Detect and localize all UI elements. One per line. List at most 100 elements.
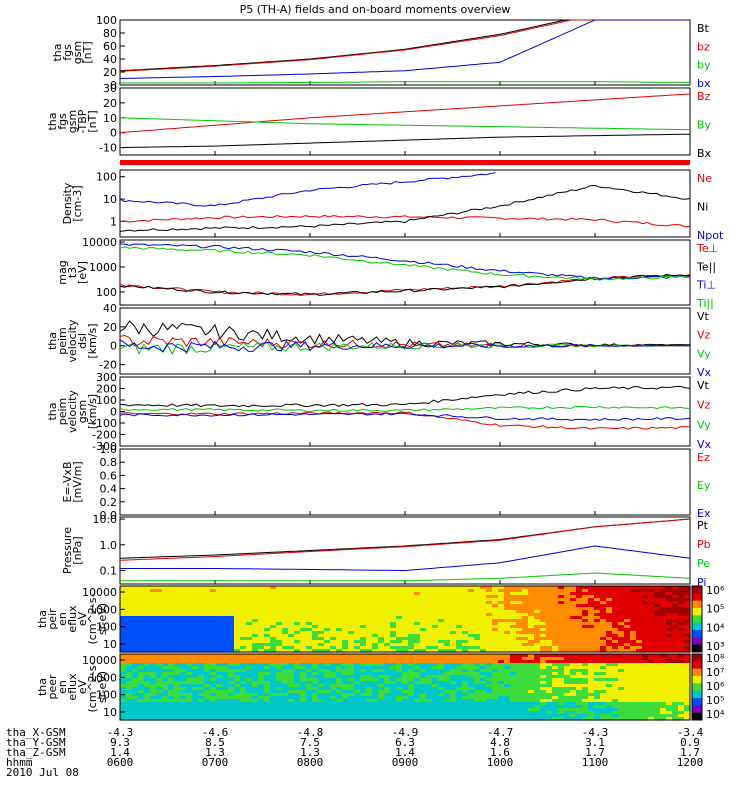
spectrogram-cell-ion_spectrogram: [300, 640, 307, 644]
spectrogram-cell-ion_spectrogram: [264, 640, 271, 644]
spectrogram-cell-electron_spectrogram: [174, 717, 181, 721]
spectrogram-cell-electron_spectrogram: [564, 678, 571, 682]
spectrogram-cell-electron_spectrogram: [642, 675, 649, 679]
spectrogram-cell-electron_spectrogram: [222, 675, 229, 679]
spectrogram-cell-ion_spectrogram: [336, 607, 343, 611]
series-line-pressure: [119, 518, 691, 561]
spectrogram-cell-ion_spectrogram: [378, 610, 385, 614]
spectrogram-cell-ion_spectrogram: [144, 610, 151, 614]
spectrogram-cell-electron_spectrogram: [318, 702, 325, 706]
spectrogram-cell-electron_spectrogram: [432, 687, 439, 691]
spectrogram-cell-ion_spectrogram: [204, 601, 211, 605]
spectrogram-cell-ion_spectrogram: [630, 634, 637, 638]
spectrogram-cell-electron_spectrogram: [360, 693, 367, 697]
spectrogram-cell-ion_spectrogram: [414, 595, 421, 599]
spectrogram-cell-ion_spectrogram: [624, 643, 631, 647]
spectrogram-cell-electron_spectrogram: [504, 684, 511, 688]
spectrogram-cell-electron_spectrogram: [378, 693, 385, 697]
spectrogram-cell-ion_spectrogram: [210, 640, 217, 644]
spectrogram-cell-electron_spectrogram: [318, 693, 325, 697]
spectrogram-cell-ion_spectrogram: [348, 616, 355, 620]
spectrogram-cell-ion_spectrogram: [636, 640, 643, 644]
spectrogram-cell-electron_spectrogram: [642, 672, 649, 676]
spectrogram-cell-electron_spectrogram: [150, 702, 157, 706]
spectrogram-cell-electron_spectrogram: [348, 711, 355, 715]
spectrogram-cell-ion_spectrogram: [384, 601, 391, 605]
spectrogram-cell-electron_spectrogram: [618, 675, 625, 679]
spectrogram-cell-electron_spectrogram: [342, 672, 349, 676]
spectrogram-cell-ion_spectrogram: [282, 619, 289, 623]
spectrogram-cell-ion_spectrogram: [414, 643, 421, 647]
spectrogram-cell-electron_spectrogram: [588, 708, 595, 712]
spectrogram-cell-ion_spectrogram: [666, 649, 673, 653]
spectrogram-cell-ion_spectrogram: [234, 643, 241, 647]
spectrogram-cell-electron_spectrogram: [132, 696, 139, 700]
spectrogram-cell-electron_spectrogram: [426, 681, 433, 685]
spectrogram-cell-ion_spectrogram: [438, 610, 445, 614]
spectrogram-cell-ion_spectrogram: [402, 586, 409, 590]
spectrogram-cell-electron_spectrogram: [144, 672, 151, 676]
spectrogram-cell-ion_spectrogram: [576, 598, 583, 602]
spectrogram-cell-ion_spectrogram: [414, 646, 421, 650]
spectrogram-cell-electron_spectrogram: [678, 666, 685, 670]
spectrogram-cell-electron_spectrogram: [666, 693, 673, 697]
y-tick-label-density: 100: [96, 171, 117, 184]
spectrogram-cell-electron_spectrogram: [552, 717, 559, 721]
spectrogram-cell-electron_spectrogram: [384, 717, 391, 721]
spectrogram-cell-electron_spectrogram: [144, 714, 151, 718]
spectrogram-cell-ion_spectrogram: [336, 622, 343, 626]
spectrogram-cell-electron_spectrogram: [306, 681, 313, 685]
spectrogram-cell-electron_spectrogram: [672, 672, 679, 676]
spectrogram-cell-ion_spectrogram: [684, 640, 691, 644]
spectrogram-cell-electron_spectrogram: [624, 705, 631, 709]
spectrogram-cell-electron_spectrogram: [426, 699, 433, 703]
spectrogram-cell-electron_spectrogram: [324, 717, 331, 721]
y-axis-label-ion_spectrogram: (cm^2-s-: [86, 594, 99, 645]
spectrogram-cell-ion_spectrogram: [462, 622, 469, 626]
spectrogram-cell-ion_spectrogram: [120, 613, 127, 617]
spectrogram-cell-electron_spectrogram: [450, 663, 457, 667]
y-axis-label-velocity_gsm: velocity: [66, 390, 79, 433]
spectrogram-cell-ion_spectrogram: [666, 613, 673, 617]
spectrogram-cell-electron_spectrogram: [450, 693, 457, 697]
spectrogram-cell-electron_spectrogram: [282, 684, 289, 688]
spectrogram-cell-ion_spectrogram: [156, 604, 163, 608]
spectrogram-cell-ion_spectrogram: [276, 628, 283, 632]
spectrogram-cell-ion_spectrogram: [354, 613, 361, 617]
spectrogram-cell-ion_spectrogram: [180, 634, 187, 638]
spectrogram-cell-electron_spectrogram: [426, 690, 433, 694]
spectrogram-cell-electron_spectrogram: [486, 714, 493, 718]
spectrogram-cell-electron_spectrogram: [138, 678, 145, 682]
spectrogram-cell-electron_spectrogram: [426, 714, 433, 718]
spectrogram-cell-electron_spectrogram: [456, 675, 463, 679]
spectrogram-cell-ion_spectrogram: [432, 607, 439, 611]
spectrogram-cell-electron_spectrogram: [126, 684, 133, 688]
spectrogram-cell-electron_spectrogram: [240, 660, 247, 664]
spectrogram-cell-ion_spectrogram: [414, 589, 421, 593]
spectrogram-cell-ion_spectrogram: [174, 607, 181, 611]
spectrogram-cell-ion_spectrogram: [588, 595, 595, 599]
y-tick-label-fgs_gsm_tbp: 30: [103, 82, 117, 95]
spectrogram-cell-ion_spectrogram: [588, 616, 595, 620]
spectrogram-cell-electron_spectrogram: [594, 660, 601, 664]
spectrogram-cell-ion_spectrogram: [426, 625, 433, 629]
spectrogram-cell-electron_spectrogram: [408, 663, 415, 667]
spectrogram-cell-ion_spectrogram: [366, 622, 373, 626]
spectrogram-cell-electron_spectrogram: [192, 702, 199, 706]
spectrogram-cell-ion_spectrogram: [474, 586, 481, 590]
spectrogram-cell-electron_spectrogram: [552, 690, 559, 694]
spectrogram-cell-electron_spectrogram: [282, 669, 289, 673]
y-tick-label-velocity_gsm: -100: [92, 417, 117, 430]
spectrogram-cell-electron_spectrogram: [588, 660, 595, 664]
spectrogram-cell-electron_spectrogram: [510, 690, 517, 694]
spectrogram-cell-ion_spectrogram: [324, 634, 331, 638]
spectrogram-cell-ion_spectrogram: [408, 637, 415, 641]
spectrogram-cell-electron_spectrogram: [492, 708, 499, 712]
spectrogram-cell-electron_spectrogram: [654, 702, 661, 706]
spectrogram-cell-ion_spectrogram: [204, 607, 211, 611]
spectrogram-cell-electron_spectrogram: [438, 672, 445, 676]
spectrogram-cell-ion_spectrogram: [252, 589, 259, 593]
spectrogram-cell-ion_spectrogram: [588, 640, 595, 644]
spectrogram-cell-electron_spectrogram: [120, 711, 127, 715]
spectrogram-cell-ion_spectrogram: [618, 592, 625, 596]
